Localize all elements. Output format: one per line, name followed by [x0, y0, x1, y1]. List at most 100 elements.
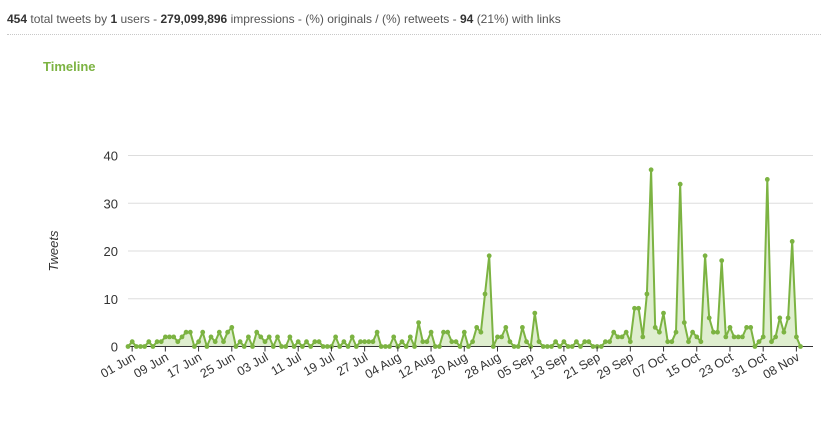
data-point[interactable] [175, 339, 181, 345]
data-point[interactable] [582, 339, 588, 345]
data-point[interactable] [661, 310, 666, 316]
data-point[interactable] [403, 344, 409, 349]
data-point[interactable] [490, 344, 496, 349]
data-point[interactable] [478, 329, 484, 335]
data-point[interactable] [590, 344, 596, 349]
data-point[interactable] [233, 344, 239, 349]
data-point[interactable] [574, 339, 579, 345]
data-point[interactable] [221, 339, 226, 345]
data-point[interactable] [324, 344, 330, 349]
data-point[interactable] [690, 329, 695, 335]
data-point[interactable] [615, 334, 621, 340]
data-point[interactable] [437, 344, 442, 349]
data-point[interactable] [520, 325, 525, 330]
data-point[interactable] [416, 320, 421, 325]
data-point[interactable] [187, 329, 193, 335]
data-point[interactable] [694, 334, 700, 340]
data-point[interactable] [283, 344, 289, 349]
data-point[interactable] [150, 344, 156, 349]
data-point[interactable] [461, 329, 467, 335]
data-point[interactable] [665, 339, 671, 345]
data-point[interactable] [254, 329, 260, 335]
data-point[interactable] [731, 334, 737, 340]
data-point[interactable] [686, 339, 691, 345]
data-point[interactable] [794, 334, 799, 340]
data-point[interactable] [524, 339, 529, 345]
data-point[interactable] [453, 339, 459, 345]
data-point[interactable] [785, 315, 791, 321]
data-point[interactable] [345, 344, 351, 349]
data-point[interactable] [632, 305, 637, 311]
data-point[interactable] [370, 339, 376, 345]
data-point[interactable] [374, 329, 380, 335]
data-point[interactable] [129, 339, 135, 345]
data-point[interactable] [636, 305, 641, 311]
data-point[interactable] [677, 181, 683, 187]
data-point[interactable] [192, 344, 197, 349]
data-point[interactable] [270, 344, 276, 349]
data-point[interactable] [279, 344, 284, 349]
data-point[interactable] [586, 339, 592, 345]
data-point[interactable] [553, 339, 558, 345]
data-point[interactable] [154, 339, 160, 345]
data-point[interactable] [291, 344, 297, 349]
data-point[interactable] [565, 344, 571, 349]
data-point[interactable] [349, 334, 355, 340]
data-point[interactable] [420, 339, 426, 345]
data-point[interactable] [441, 329, 446, 335]
data-point[interactable] [383, 344, 388, 349]
data-point[interactable] [486, 253, 492, 259]
data-point[interactable] [723, 334, 729, 340]
data-point[interactable] [445, 329, 451, 335]
data-point[interactable] [262, 339, 268, 345]
data-point[interactable] [432, 344, 438, 349]
data-point[interactable] [212, 339, 218, 345]
data-point[interactable] [569, 344, 575, 349]
data-point[interactable] [669, 339, 675, 345]
data-point[interactable] [777, 315, 783, 321]
data-point[interactable] [167, 334, 172, 340]
data-point[interactable] [196, 339, 202, 345]
data-point[interactable] [727, 325, 733, 330]
data-point[interactable] [511, 344, 517, 349]
data-point[interactable] [138, 344, 143, 349]
data-point[interactable] [229, 325, 235, 330]
data-point[interactable] [337, 344, 343, 349]
data-point[interactable] [300, 344, 305, 349]
data-point[interactable] [798, 344, 803, 349]
data-point[interactable] [366, 339, 372, 345]
data-point[interactable] [715, 329, 720, 335]
data-point[interactable] [773, 334, 778, 340]
data-point[interactable] [216, 329, 222, 335]
data-point[interactable] [341, 339, 347, 345]
data-point[interactable] [163, 334, 168, 340]
data-point[interactable] [482, 291, 488, 297]
data-point[interactable] [544, 344, 550, 349]
data-point[interactable] [769, 339, 774, 345]
data-point[interactable] [627, 339, 633, 345]
data-point[interactable] [698, 339, 704, 345]
data-point[interactable] [648, 167, 654, 173]
data-point[interactable] [391, 334, 397, 340]
data-point[interactable] [399, 339, 405, 345]
data-point[interactable] [657, 329, 662, 335]
data-point[interactable] [561, 339, 567, 345]
data-point[interactable] [557, 344, 563, 349]
data-point[interactable] [719, 258, 725, 263]
data-point[interactable] [764, 177, 770, 182]
data-point[interactable] [756, 339, 762, 345]
data-point[interactable] [241, 344, 247, 349]
data-point[interactable] [470, 339, 475, 345]
data-point[interactable] [474, 325, 480, 330]
data-point[interactable] [499, 334, 504, 340]
data-point[interactable] [266, 334, 272, 340]
data-point[interactable] [532, 310, 538, 316]
data-point[interactable] [295, 339, 301, 345]
data-point[interactable] [702, 253, 708, 259]
data-point[interactable] [378, 344, 384, 349]
data-point[interactable] [457, 344, 463, 349]
data-point[interactable] [515, 344, 521, 349]
data-point[interactable] [258, 334, 264, 340]
data-point[interactable] [744, 325, 749, 330]
data-point[interactable] [287, 334, 293, 340]
